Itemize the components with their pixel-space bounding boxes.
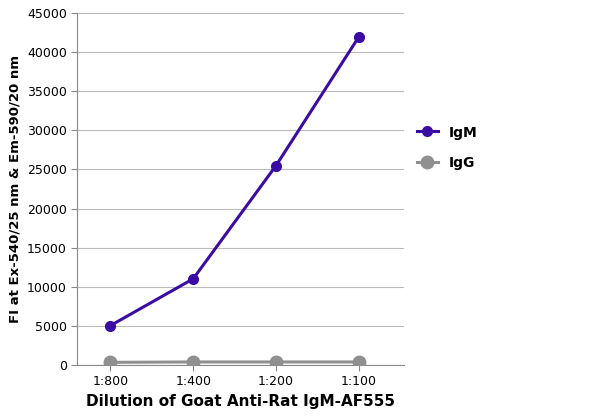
IgM	[107, 323, 114, 328]
IgM	[272, 163, 280, 168]
Line: IgG: IgG	[104, 356, 365, 369]
Y-axis label: FI at Ex-540/25 nm & Em-590/20 nm: FI at Ex-540/25 nm & Em-590/20 nm	[8, 55, 22, 323]
Line: IgM: IgM	[106, 32, 364, 331]
IgM	[190, 276, 197, 281]
IgG	[272, 359, 280, 364]
IgG	[190, 359, 197, 364]
X-axis label: Dilution of Goat Anti-Rat IgM-AF555: Dilution of Goat Anti-Rat IgM-AF555	[86, 394, 395, 409]
IgM	[355, 34, 362, 39]
IgG	[355, 359, 362, 364]
IgG	[107, 360, 114, 365]
Legend: IgM, IgG: IgM, IgG	[410, 119, 484, 177]
